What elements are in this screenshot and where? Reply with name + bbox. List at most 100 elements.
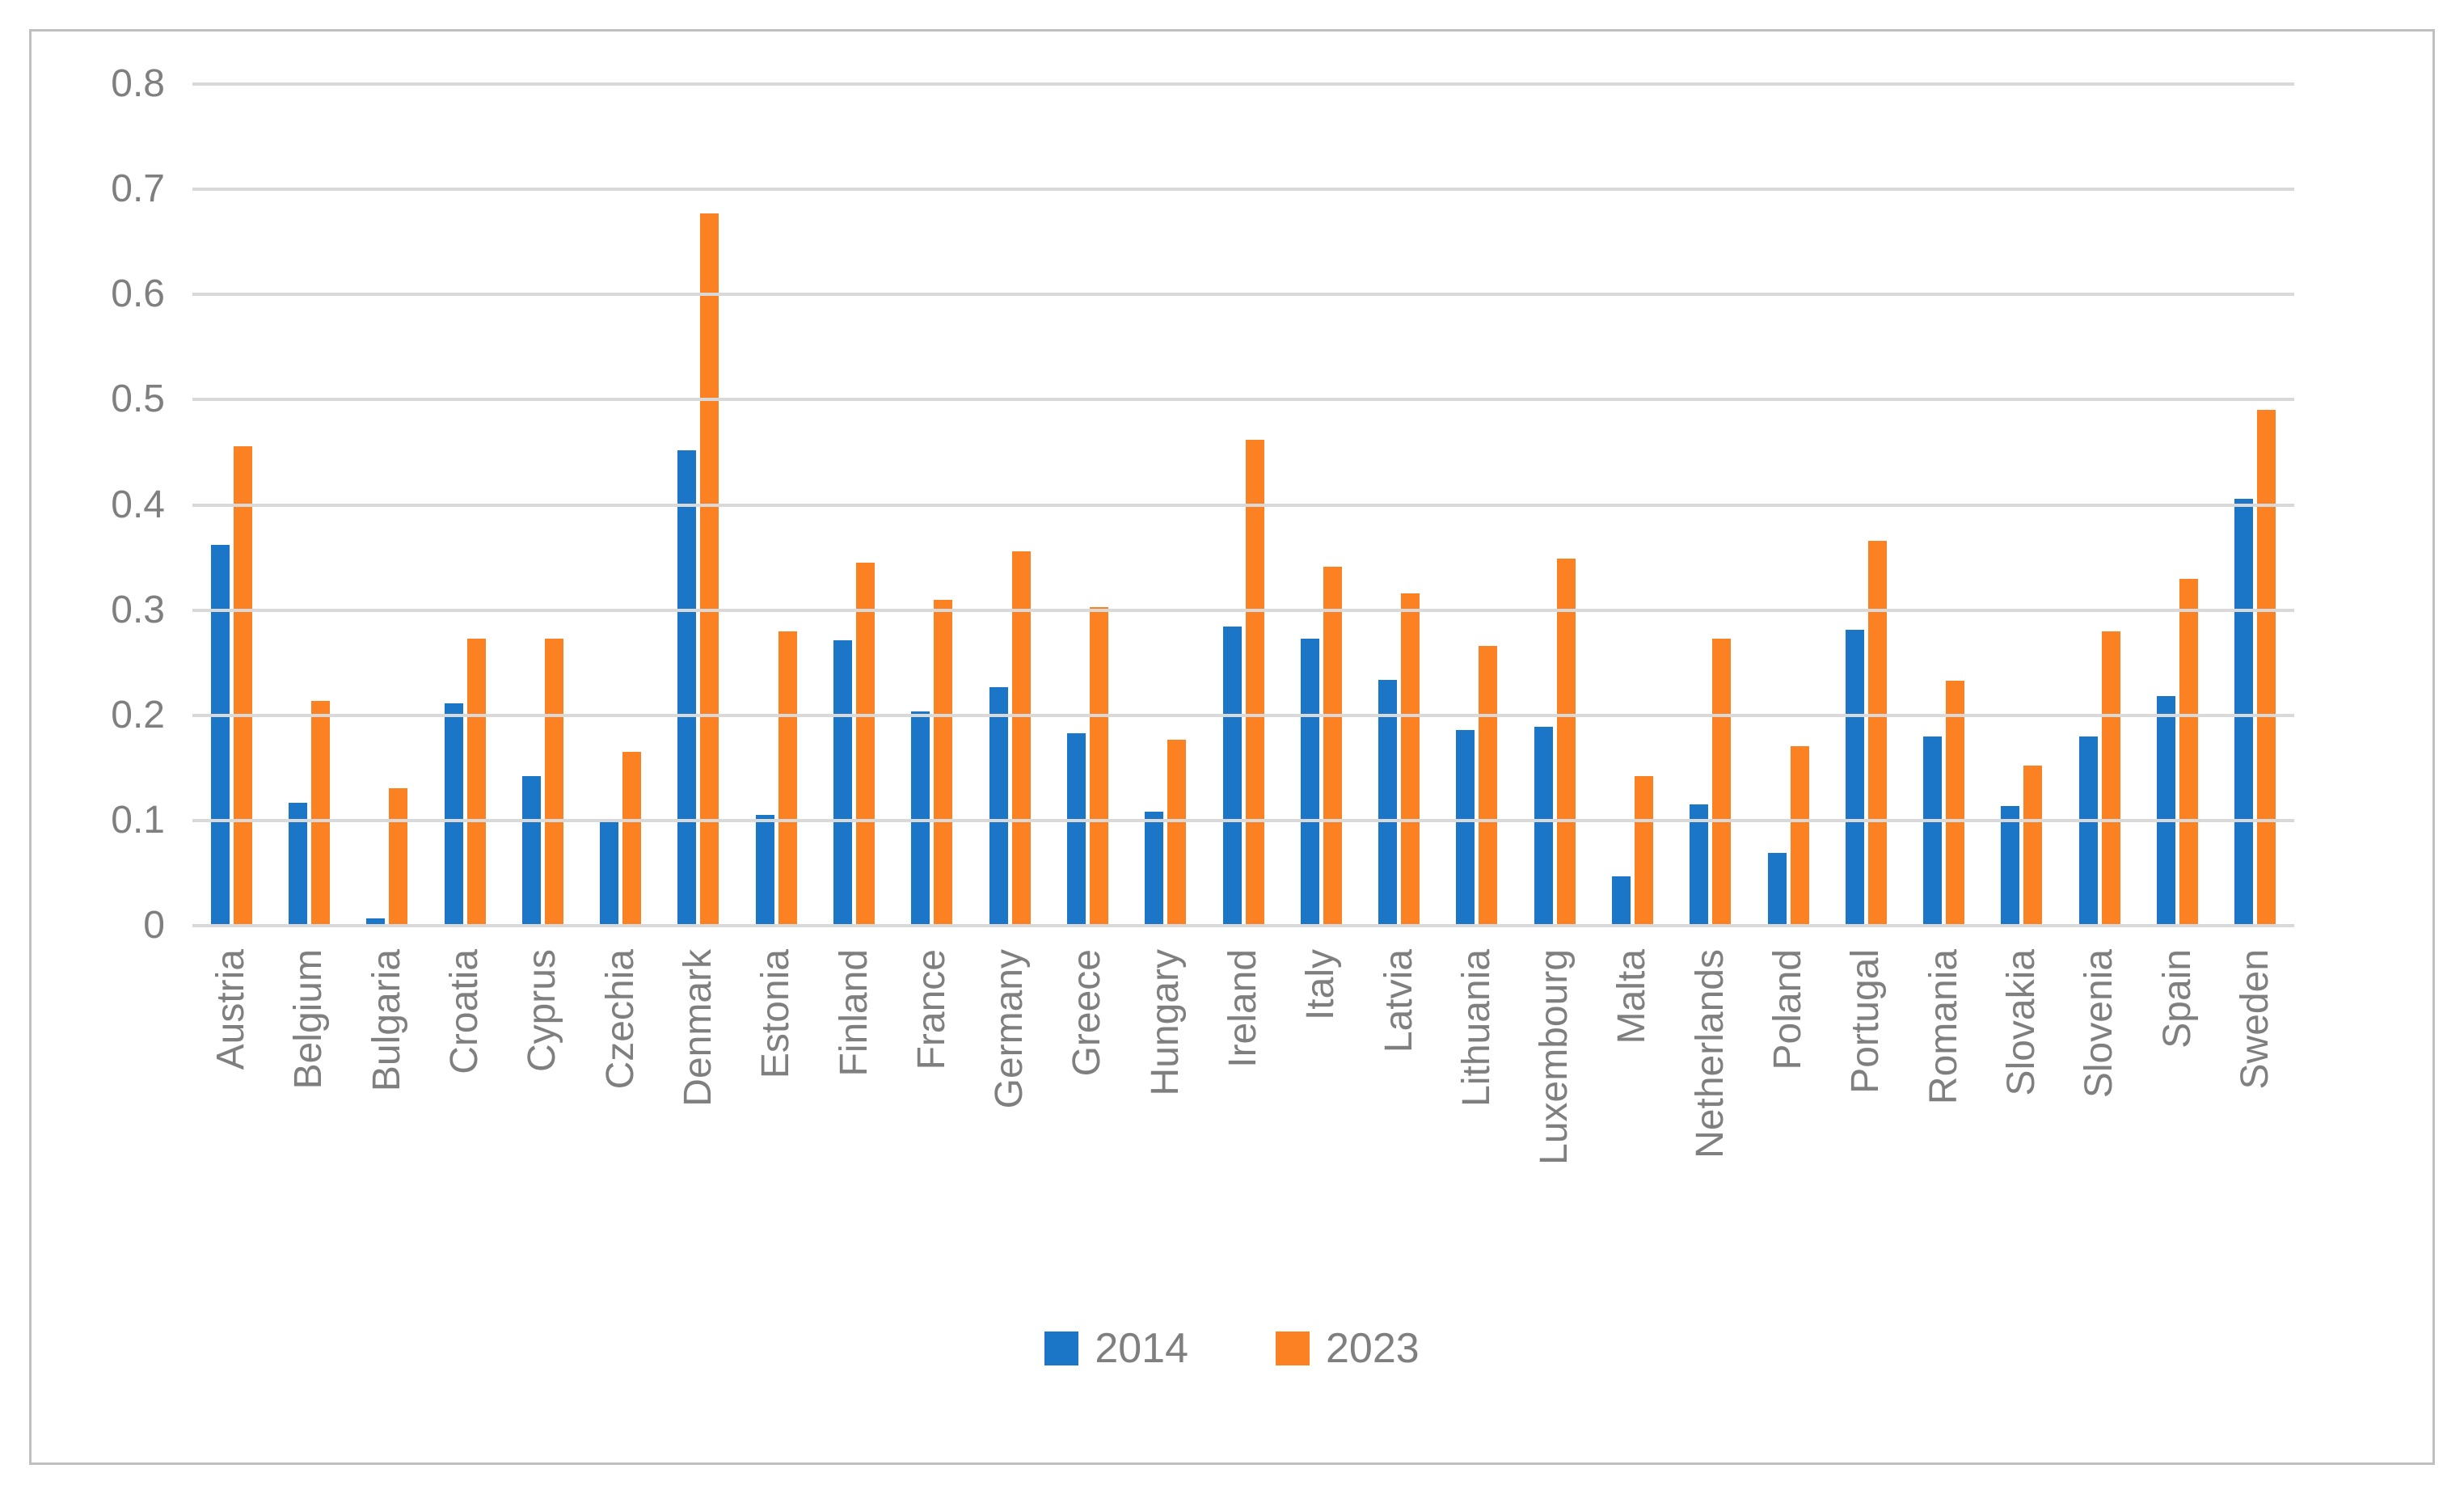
bar-2023-germany (1011, 551, 1031, 926)
x-category-label: Finland (832, 949, 875, 1077)
x-label-cell: Luxembourg (1516, 939, 1593, 1311)
bar-2023-slovakia (2023, 766, 2043, 926)
plot-area (192, 82, 2294, 927)
y-tick-label: 0.2 (111, 693, 165, 736)
bar-2023-croatia (466, 638, 486, 926)
x-category-label: Slovenia (2078, 949, 2121, 1099)
bar-2023-hungary (1167, 739, 1187, 926)
y-tick-label: 0.6 (111, 272, 165, 316)
bar-2014-denmark (677, 449, 697, 926)
bar-2023-lithuania (1479, 645, 1498, 926)
x-category-label: Sweden (2233, 949, 2276, 1090)
bar-2014-germany (989, 686, 1008, 926)
x-label-cell: France (893, 939, 971, 1311)
category-slot-slovenia (2061, 84, 2138, 926)
x-label-cell: Cyprus (504, 939, 581, 1311)
bar-2014-romania (1923, 736, 1943, 926)
legend-item-2014: 2014 (1044, 1327, 1188, 1370)
y-tick-label: 0.5 (111, 378, 165, 421)
bar-2014-portugal (1845, 630, 1864, 926)
bar-2023-cyprus (544, 638, 563, 926)
gridline-0 (192, 924, 2294, 927)
x-category-label: Greece (1065, 949, 1109, 1077)
bar-2014-finland (833, 640, 853, 926)
bar-2014-malta (1611, 876, 1631, 926)
x-label-cell: Ireland (1205, 939, 1282, 1311)
bar-2023-spain (2179, 578, 2199, 926)
legend-swatch-2023 (1276, 1332, 1310, 1365)
bar-2023-netherlands (1712, 638, 1732, 926)
gridline-0.4 (192, 503, 2294, 507)
x-label-cell: Belgium (270, 939, 348, 1311)
category-slot-italy (1282, 84, 1360, 926)
x-category-label: Netherlands (1688, 949, 1732, 1158)
category-slot-denmark (660, 84, 737, 926)
gridline-0.8 (192, 82, 2294, 86)
x-category-label: Belgium (287, 949, 331, 1090)
y-axis-tick-labels: 0 0.1 0.2 0.3 0.4 0.5 0.6 0.7 0.8 (29, 65, 165, 945)
x-label-cell: Spain (2138, 939, 2216, 1311)
x-category-label: Slovakia (1999, 949, 2043, 1096)
x-label-cell: Finland (815, 939, 892, 1311)
bar-2014-latvia (1378, 679, 1398, 926)
legend-swatch-2014 (1044, 1332, 1079, 1365)
x-category-label: Spain (2155, 949, 2199, 1049)
category-slot-estonia (737, 84, 815, 926)
category-slot-slovakia (1983, 84, 2061, 926)
x-label-cell: Lithuania (1438, 939, 1516, 1311)
category-slot-malta (1593, 84, 1671, 926)
bar-2014-poland (1767, 853, 1787, 926)
bar-2014-slovenia (2078, 736, 2098, 926)
x-category-label: Romania (1922, 949, 1965, 1105)
gridline-0.2 (192, 713, 2294, 717)
bar-2014-bulgaria (366, 918, 386, 926)
bar-2014-netherlands (1690, 804, 1709, 926)
category-slot-austria (192, 84, 270, 926)
x-label-cell: Greece (1048, 939, 1126, 1311)
bar-2023-finland (856, 563, 875, 926)
x-category-label: Portugal (1844, 949, 1888, 1094)
bar-2014-slovakia (2001, 805, 2020, 926)
legend-item-2023: 2023 (1276, 1327, 1420, 1370)
x-label-cell: Portugal (1827, 939, 1905, 1311)
category-slot-bulgaria (348, 84, 426, 926)
x-category-label: Italy (1299, 949, 1343, 1021)
x-category-label: Malta (1610, 949, 1654, 1045)
x-axis-category-labels: Austria Belgium Bulgaria Croatia Cyprus Czech… (192, 939, 2294, 1311)
bar-2014-sweden (2234, 498, 2254, 926)
bar-2023-sweden (2257, 410, 2276, 926)
x-label-cell: Slovenia (2061, 939, 2138, 1311)
bar-2014-cyprus (521, 776, 541, 926)
x-label-cell: Italy (1282, 939, 1360, 1311)
bar-2023-austria (233, 445, 252, 926)
bar-2023-estonia (778, 631, 797, 926)
x-label-cell: Czechia (581, 939, 659, 1311)
category-slot-czechia (581, 84, 659, 926)
x-label-cell: Sweden (2217, 939, 2294, 1311)
bar-2023-denmark (700, 213, 719, 926)
x-category-label: Austria (209, 949, 253, 1070)
x-category-label: Luxembourg (1533, 949, 1576, 1165)
category-slot-croatia (426, 84, 504, 926)
bar-2023-malta (1634, 776, 1653, 926)
category-slot-greece (1048, 84, 1126, 926)
x-category-label: Croatia (443, 949, 487, 1074)
bar-2023-belgium (310, 700, 330, 926)
y-tick-label: 0.8 (111, 62, 165, 105)
category-slot-netherlands (1672, 84, 1749, 926)
bar-2014-croatia (444, 703, 463, 926)
bar-2023-romania (1946, 680, 1965, 926)
bar-2014-france (911, 711, 930, 926)
x-category-label: Germany (988, 949, 1032, 1109)
bar-2023-luxembourg (1556, 558, 1576, 926)
bar-2014-belgium (288, 802, 307, 926)
x-label-cell: Netherlands (1672, 939, 1749, 1311)
gridline-0.1 (192, 818, 2294, 822)
category-slot-poland (1749, 84, 1827, 926)
y-tick-label: 0.3 (111, 588, 165, 631)
x-label-cell: Poland (1749, 939, 1827, 1311)
x-category-label: Czechia (598, 949, 642, 1090)
x-label-cell: Malta (1593, 939, 1671, 1311)
x-label-cell: Estonia (737, 939, 815, 1311)
category-slot-romania (1905, 84, 1983, 926)
